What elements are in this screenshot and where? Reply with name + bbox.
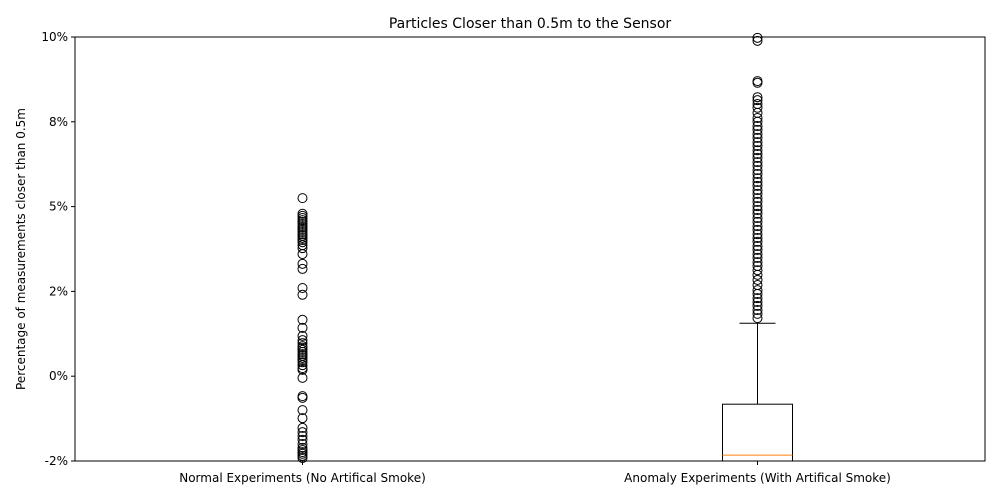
outlier-point: [297, 263, 308, 274]
outlier-point: [752, 95, 763, 106]
outlier-point: [752, 121, 763, 132]
outlier-point: [297, 249, 308, 260]
x-tick-label: Normal Experiments (No Artifical Smoke): [179, 471, 426, 485]
outlier-point: [752, 201, 763, 212]
outlier-point: [752, 216, 763, 227]
outlier-point: [752, 208, 763, 219]
outlier-point: [752, 221, 763, 232]
y-tick-label: 5%: [49, 200, 68, 214]
x-tick-label: Anomaly Experiments (With Artifical Smok…: [624, 471, 891, 485]
outlier-point: [297, 372, 308, 383]
y-tick-label: 8%: [49, 115, 68, 129]
outlier-point: [297, 405, 308, 416]
outlier-point: [752, 35, 763, 46]
outlier-point: [752, 285, 763, 296]
y-tick-label: 10%: [41, 30, 68, 44]
outlier-point: [752, 293, 763, 304]
outlier-point: [752, 149, 763, 160]
outlier-point: [752, 129, 763, 140]
outlier-point: [752, 224, 763, 235]
outlier-point: [297, 258, 308, 269]
outlier-point: [297, 392, 308, 403]
y-tick-label: -2%: [45, 454, 68, 468]
outlier-point: [297, 289, 308, 300]
chart-title: Particles Closer than 0.5m to the Sensor: [389, 16, 672, 32]
outlier-point: [752, 257, 763, 268]
outlier-point: [752, 152, 763, 163]
outlier-point: [752, 185, 763, 196]
outlier-point: [752, 280, 763, 291]
outlier-point: [752, 265, 763, 276]
outlier-point: [297, 322, 308, 333]
outlier-point: [297, 434, 308, 445]
outlier-point: [752, 92, 763, 103]
outlier-point: [752, 102, 763, 113]
outlier-point: [752, 193, 763, 204]
outlier-point: [752, 137, 763, 148]
outlier-point: [752, 305, 763, 316]
outlier-point: [752, 269, 763, 280]
outlier-point: [297, 413, 308, 424]
outlier-point: [752, 313, 763, 324]
outlier-point: [752, 132, 763, 143]
outlier-point: [752, 274, 763, 285]
outlier-point: [752, 300, 763, 311]
outlier-point: [752, 249, 763, 260]
outlier-point: [297, 453, 308, 464]
outlier-point: [752, 297, 763, 307]
outlier-point: [752, 124, 763, 135]
outlier-point: [752, 107, 763, 118]
outlier-point: [297, 243, 308, 254]
outlier-point: [297, 314, 308, 325]
outlier-point: [752, 244, 763, 255]
outlier-point: [752, 77, 763, 88]
outlier-point: [752, 116, 763, 127]
outlier-point: [752, 140, 763, 151]
y-tick-label: 0%: [49, 369, 68, 383]
outlier-point: [297, 330, 308, 341]
outlier-point: [752, 32, 763, 43]
outlier-point: [752, 308, 763, 319]
outlier-point: [297, 193, 308, 204]
y-tick-label: 2%: [49, 284, 68, 298]
outlier-point: [752, 236, 763, 247]
outlier-point: [752, 213, 763, 224]
outlier-point: [752, 196, 763, 207]
outlier-point: [297, 427, 308, 438]
outlier-point: [297, 357, 308, 368]
outlier-point: [752, 173, 763, 184]
outlier-point: [752, 165, 763, 176]
outlier-point: [752, 157, 763, 168]
outlier-point: [752, 252, 763, 263]
outlier-point: [752, 177, 763, 188]
outlier-point: [752, 180, 763, 191]
outlier-point: [297, 422, 308, 433]
outlier-point: [752, 145, 763, 156]
outlier-point: [297, 283, 308, 294]
outlier-point: [752, 188, 763, 199]
outlier-point: [297, 364, 308, 375]
plot-frame: [74, 36, 986, 462]
outlier-point: [752, 288, 763, 299]
y-axis-label: Percentage of measurements closer than 0…: [14, 108, 28, 390]
outlier-point: [297, 237, 308, 248]
outlier-point: [297, 430, 308, 441]
outlier-point: [752, 160, 763, 171]
box: [722, 403, 793, 462]
outlier-point: [752, 112, 763, 123]
outlier-point: [297, 439, 308, 450]
outlier-point: [752, 241, 763, 252]
outlier-point: [297, 360, 308, 371]
outlier-point: [752, 168, 763, 179]
outlier-point: [752, 204, 763, 215]
outlier-point: [752, 229, 763, 240]
outlier-point: [752, 232, 763, 243]
outlier-point: [297, 335, 308, 346]
